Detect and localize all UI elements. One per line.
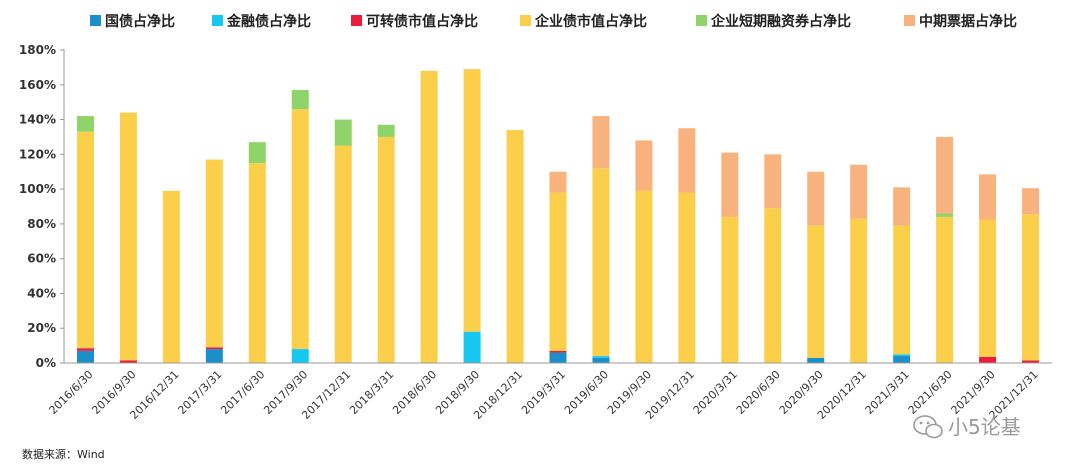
bar-11-series-3 bbox=[549, 192, 567, 351]
bar-20-series-5 bbox=[936, 136, 954, 214]
bar-9-series-3 bbox=[463, 69, 481, 332]
bar-22-series-5 bbox=[1022, 188, 1040, 215]
bar-14-series-3 bbox=[678, 192, 696, 363]
bar-0-series-0 bbox=[76, 350, 94, 363]
bar-11-series-5 bbox=[549, 171, 567, 193]
bar-2-series-3 bbox=[162, 190, 180, 363]
x-tick-label-7: 2018/3/31 bbox=[347, 368, 396, 417]
legend-swatch-1 bbox=[212, 15, 223, 26]
bar-11-series-2 bbox=[549, 350, 567, 353]
x-axis: 2016/6/302016/9/302016/12/312017/3/31201… bbox=[47, 362, 1052, 422]
x-tick-label-19: 2021/3/31 bbox=[863, 368, 912, 417]
legend-swatch-4 bbox=[696, 15, 707, 26]
bar-0-series-3 bbox=[76, 131, 94, 349]
x-tick-label-16: 2020/6/30 bbox=[734, 368, 783, 417]
bar-19-series-1 bbox=[893, 354, 911, 357]
legend-label-1: 金融债占净比 bbox=[226, 13, 311, 30]
bar-1-series-2 bbox=[119, 360, 137, 363]
bar-16-series-3 bbox=[764, 208, 782, 363]
x-tick-label-3: 2017/3/31 bbox=[175, 368, 224, 417]
y-tick-label-6: 120% bbox=[19, 147, 56, 161]
legend-swatch-0 bbox=[90, 15, 101, 26]
y-tick-label-5: 100% bbox=[19, 182, 56, 196]
bar-21-series-5 bbox=[979, 174, 997, 220]
bar-6-series-4 bbox=[334, 119, 352, 146]
legend-swatch-3 bbox=[520, 15, 531, 26]
bar-3-series-3 bbox=[205, 159, 223, 348]
bar-10-series-3 bbox=[506, 129, 524, 363]
bar-6-series-3 bbox=[334, 145, 352, 363]
x-tick-label-0: 2016/6/30 bbox=[47, 368, 96, 417]
bar-0-series-2 bbox=[76, 348, 94, 351]
legend-label-3: 企业债市值占净比 bbox=[534, 13, 647, 30]
bar-8-series-3 bbox=[420, 70, 438, 363]
bar-0-series-4 bbox=[76, 116, 94, 132]
bar-5-series-3 bbox=[291, 109, 309, 350]
y-tick-label-8: 160% bbox=[19, 78, 56, 92]
legend-label-0: 国债占净比 bbox=[105, 13, 175, 30]
x-tick-label-20: 2021/6/30 bbox=[906, 368, 955, 417]
bars bbox=[76, 69, 1040, 363]
bar-12-series-0 bbox=[592, 357, 610, 363]
bar-4-series-3 bbox=[248, 163, 266, 363]
bar-3-series-0 bbox=[205, 349, 223, 363]
x-tick-label-8: 2018/6/30 bbox=[390, 368, 439, 417]
bar-4-series-4 bbox=[248, 142, 266, 164]
legend-swatch-5 bbox=[904, 15, 915, 26]
bar-12-series-3 bbox=[592, 168, 610, 357]
bar-17-series-0 bbox=[807, 357, 825, 363]
source-note: 数据来源：Wind bbox=[22, 447, 105, 461]
legend-label-4: 企业短期融资券占净比 bbox=[710, 13, 851, 30]
y-tick-label-4: 80% bbox=[27, 217, 56, 231]
bar-13-series-3 bbox=[635, 190, 653, 363]
bar-12-series-5 bbox=[592, 116, 610, 169]
y-tick-label-7: 140% bbox=[19, 113, 56, 127]
bar-5-series-1 bbox=[291, 349, 309, 363]
bar-16-series-5 bbox=[764, 154, 782, 209]
x-tick-label-11: 2019/3/31 bbox=[519, 368, 568, 417]
bar-21-series-2 bbox=[979, 356, 997, 363]
legend-label-2: 可转债市值占净比 bbox=[366, 13, 478, 30]
bar-20-series-3 bbox=[936, 216, 954, 363]
bar-18-series-3 bbox=[850, 218, 868, 363]
y-tick-label-0: 0% bbox=[36, 356, 56, 370]
watermark-text: 小5论基 bbox=[948, 415, 1021, 439]
bar-22-series-2 bbox=[1022, 360, 1040, 363]
y-tick-label-3: 60% bbox=[27, 252, 56, 266]
bar-15-series-3 bbox=[721, 216, 739, 363]
bar-13-series-5 bbox=[635, 140, 653, 191]
bar-18-series-5 bbox=[850, 164, 868, 219]
bar-19-series-5 bbox=[893, 187, 911, 226]
bar-21-series-3 bbox=[979, 219, 997, 357]
bar-19-series-0 bbox=[893, 356, 911, 363]
bar-7-series-4 bbox=[377, 124, 395, 137]
x-tick-label-15: 2020/3/31 bbox=[691, 368, 740, 417]
bar-11-series-0 bbox=[549, 352, 567, 363]
y-axis: 0% 20% 40% 60% 80% 100% 120% 140% 160% 180% bbox=[19, 43, 65, 370]
y-tick-label-1: 20% bbox=[27, 321, 56, 335]
legend: 国债占净比 金融债占净比 可转债市值占净比 企业债市值占净比 企业短期融资券占净比 中期票… bbox=[90, 13, 1017, 30]
watermark: 小5论基 bbox=[913, 415, 1021, 439]
bar-22-series-3 bbox=[1022, 214, 1040, 361]
bar-20-series-4 bbox=[936, 213, 954, 217]
bar-15-series-5 bbox=[721, 152, 739, 217]
bar-14-series-5 bbox=[678, 128, 696, 193]
y-tick-label-9: 180% bbox=[19, 43, 56, 57]
bar-12-series-1 bbox=[592, 356, 610, 358]
x-tick-label-12: 2019/6/30 bbox=[562, 368, 611, 417]
bar-7-series-3 bbox=[377, 136, 395, 363]
bar-3-series-2 bbox=[205, 347, 223, 350]
bar-5-series-4 bbox=[291, 89, 309, 110]
bar-9-series-1 bbox=[463, 331, 481, 363]
bar-17-series-3 bbox=[807, 225, 825, 358]
wechat-icon bbox=[913, 415, 943, 439]
x-tick-label-4: 2017/6/30 bbox=[218, 368, 267, 417]
bar-17-series-5 bbox=[807, 171, 825, 226]
legend-label-5: 中期票据占净比 bbox=[919, 13, 1017, 30]
bar-19-series-3 bbox=[893, 225, 911, 355]
bar-1-series-3 bbox=[119, 112, 137, 361]
legend-swatch-2 bbox=[351, 15, 362, 26]
y-tick-label-2: 40% bbox=[27, 286, 56, 300]
